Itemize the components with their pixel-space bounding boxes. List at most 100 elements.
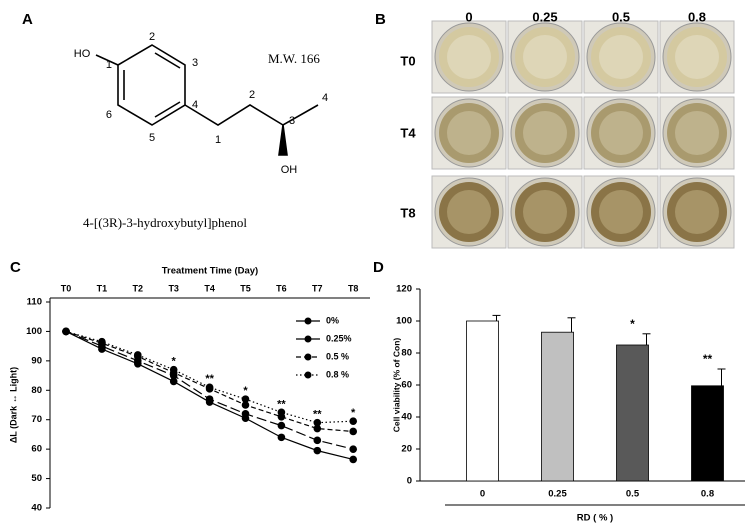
atom-number: 5 (149, 132, 155, 144)
y-tick-label: 0 (407, 476, 412, 487)
data-point (349, 427, 358, 436)
double-bond (154, 52, 181, 69)
x-tick-label: T8 (348, 283, 359, 293)
panel-letter: C (10, 259, 21, 276)
dish-center (599, 35, 643, 79)
significance: ** (703, 352, 713, 366)
data-point (313, 424, 322, 433)
x-tick-label: T7 (312, 283, 323, 293)
dish-center (447, 111, 491, 155)
x-axis-title: Treatment Time (Day) (162, 266, 258, 277)
legend-marker (304, 353, 312, 361)
data-point (349, 455, 358, 464)
x-tick-label: T2 (133, 283, 144, 293)
legend-label: 0.8 % (326, 369, 349, 379)
x-tick-label: 0.25 (548, 489, 567, 500)
data-point (349, 417, 358, 425)
y-tick-label: 70 (31, 414, 42, 425)
dish-center (523, 111, 567, 155)
bar (466, 320, 499, 482)
x-tick-label: T1 (97, 283, 108, 293)
data-point (169, 365, 178, 374)
atom-label: OH (281, 164, 298, 176)
data-point (277, 408, 286, 417)
atom-number: 3 (192, 57, 198, 69)
y-tick-label: 60 (31, 444, 42, 455)
atom-number: 1 (215, 134, 221, 146)
data-point (313, 446, 322, 455)
legend-label: 0.5 % (326, 351, 349, 361)
dish-grid (431, 20, 735, 249)
dish-center (599, 111, 643, 155)
row-label: T4 (400, 125, 416, 140)
x-tick-label: T4 (204, 283, 215, 293)
y-tick-label: 100 (26, 326, 42, 337)
significance: ** (205, 373, 214, 385)
atom-number: 4 (322, 92, 328, 104)
bar (691, 385, 724, 482)
significance: ** (277, 398, 286, 410)
data-point (241, 401, 250, 409)
y-tick-label: 120 (396, 284, 412, 295)
data-point (241, 395, 250, 403)
row-label: T8 (400, 205, 415, 220)
dish-center (675, 190, 719, 234)
x-tick-label: 0.8 (701, 489, 714, 500)
y-tick-label: 20 (401, 444, 412, 455)
dish-center (447, 35, 491, 79)
data-point (98, 337, 106, 346)
dish-center (599, 190, 643, 234)
dish-center (675, 35, 719, 79)
compound-name: 4-[(3R)-3-hydroxybutyl]phenol (83, 215, 247, 230)
atom-number: 6 (106, 109, 112, 121)
y-tick-label: 50 (31, 473, 42, 484)
double-bond (154, 101, 181, 118)
dish-center (447, 190, 491, 234)
legend-marker (304, 317, 312, 325)
bar (541, 331, 574, 482)
y-tick-label: 110 (27, 297, 42, 308)
significance: * (172, 356, 177, 368)
legend-marker (304, 371, 312, 379)
bond (95, 54, 119, 66)
wedge-bond (278, 124, 288, 156)
x-axis-title: RD ( % ) (577, 513, 613, 524)
data-point (205, 395, 214, 403)
y-tick-label: 60 (401, 380, 412, 391)
data-point (313, 436, 322, 445)
dish-center (523, 35, 567, 79)
y-tick-label: 40 (31, 503, 42, 514)
legend-label: 0.25% (326, 333, 352, 343)
atom-number: 2 (149, 31, 155, 43)
significance: ** (313, 409, 322, 421)
x-tick-label: 0 (480, 489, 485, 500)
y-axis-title: Cell viability (% of Con) (391, 338, 401, 433)
significance: * (351, 407, 356, 419)
column-label: 0 (465, 9, 472, 24)
panel-letter: A (22, 11, 33, 28)
x-tick-label: T3 (168, 283, 179, 293)
legend-marker (304, 335, 312, 343)
data-point (169, 377, 178, 386)
atom-number: 3 (289, 115, 295, 127)
panel-letter: B (375, 11, 386, 28)
significance: * (630, 317, 635, 331)
legend-label: 0% (326, 315, 339, 325)
x-tick-label: T6 (276, 283, 287, 293)
y-tick-label: 80 (401, 348, 412, 359)
x-tick-label: T0 (61, 283, 72, 293)
column-label: 0.5 (612, 9, 630, 24)
bar (616, 344, 649, 482)
row-label: T0 (400, 53, 415, 68)
atom-number: 1 (106, 59, 112, 71)
data-point (349, 445, 358, 453)
x-tick-label: T5 (240, 283, 251, 293)
atom-label: HO (74, 48, 91, 60)
data-point (277, 421, 286, 430)
molecular-weight: M.W. 166 (268, 51, 320, 66)
y-tick-label: 100 (396, 316, 412, 327)
data-point (134, 351, 142, 359)
dish-center (523, 190, 567, 234)
atom-number: 2 (249, 89, 255, 101)
